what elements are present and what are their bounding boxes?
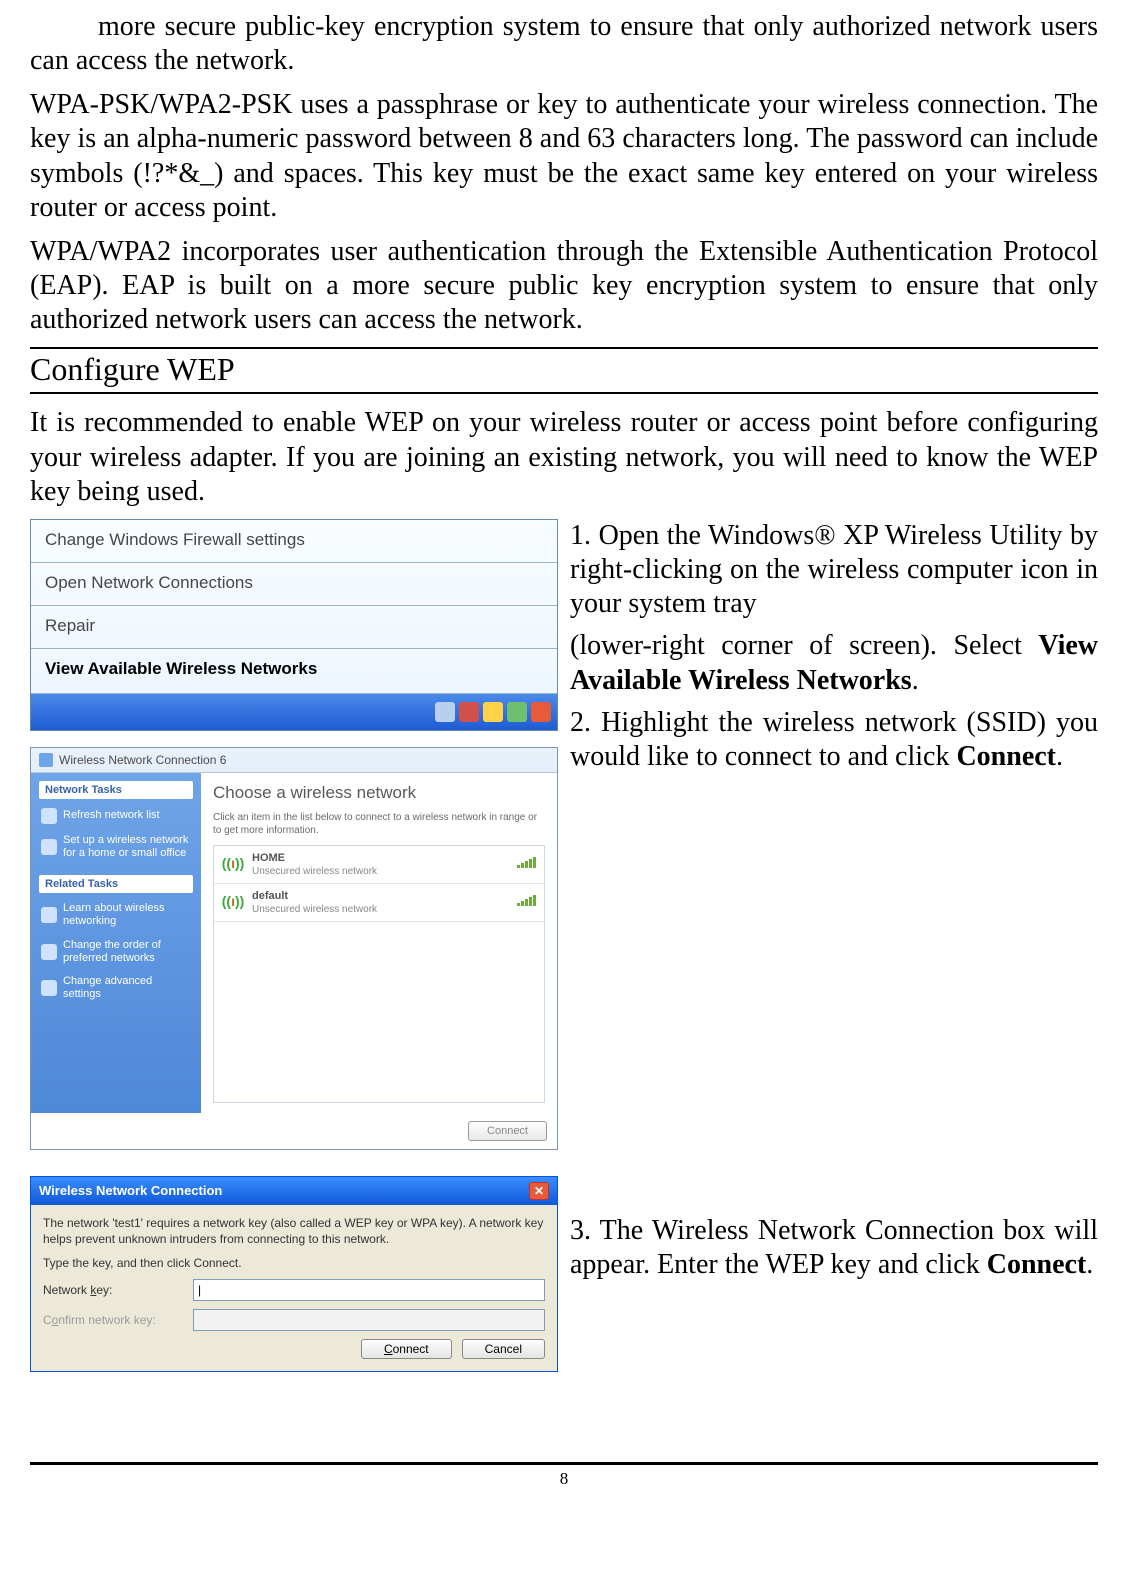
dialog-footer: Connect <box>31 1113 557 1149</box>
intro-paragraph: It is recommended to enable WEP on your … <box>30 406 1098 508</box>
menu-item[interactable]: Open Network Connections <box>31 563 557 606</box>
paragraph-1: more secure public-key encryption system… <box>30 10 1098 78</box>
field-label: Network key: <box>43 1283 193 1297</box>
sidebar-heading: Related Tasks <box>39 875 193 893</box>
panel-subtext: Click an item in the list below to conne… <box>213 811 545 837</box>
step-1a: 1. Open the Windows® XP Wireless Utility… <box>570 519 1098 621</box>
window-title-text: Wireless Network Connection 6 <box>59 753 226 767</box>
network-key-input[interactable] <box>193 1279 545 1301</box>
step-2: 2. Highlight the wireless network (SSID)… <box>570 706 1098 774</box>
network-desc: Unsecured wireless network <box>252 866 509 877</box>
dialog-message: The network 'test1' requires a network k… <box>43 1215 545 1247</box>
panel-heading: Choose a wireless network <box>213 783 545 803</box>
tray-icon[interactable] <box>507 702 527 722</box>
sidebar-link[interactable]: Refresh network list <box>39 803 193 829</box>
sidebar-heading: Network Tasks <box>39 781 193 799</box>
sidebar-link[interactable]: Change advanced settings <box>39 970 193 1006</box>
settings-icon <box>41 980 57 996</box>
dialog-title: Wireless Network Connection <box>39 1183 222 1198</box>
network-list: ((ı)) HOME Unsecured wireless network <box>213 845 545 1103</box>
confirm-key-input <box>193 1309 545 1331</box>
taskbar <box>31 694 557 730</box>
steps-row: Change Windows Firewall settings Open Ne… <box>30 519 1098 1373</box>
network-name: HOME <box>252 852 509 864</box>
screenshot-context-menu: Change Windows Firewall settings Open Ne… <box>30 519 558 731</box>
order-icon <box>41 944 57 960</box>
sidebar-link[interactable]: Set up a wireless network for a home or … <box>39 829 193 865</box>
screenshot-wep-dialog: Wireless Network Connection ✕ The networ… <box>30 1176 558 1373</box>
dialog-message: Type the key, and then click Connect. <box>43 1255 545 1271</box>
sidebar-link[interactable]: Change the order of preferred networks <box>39 934 193 970</box>
network-name: default <box>252 890 509 902</box>
close-icon[interactable]: ✕ <box>529 1182 549 1200</box>
section-heading: Configure WEP <box>30 347 1098 394</box>
signal-icon <box>517 854 536 868</box>
page-number: 8 <box>560 1469 569 1488</box>
main-panel: Choose a wireless network Click an item … <box>201 773 557 1113</box>
wireless-icon <box>39 753 53 767</box>
connect-button[interactable]: Connect <box>361 1339 452 1359</box>
menu-item[interactable]: Repair <box>31 606 557 649</box>
antenna-icon: ((ı)) <box>222 852 244 874</box>
screenshot-choose-network: Wireless Network Connection 6 Network Ta… <box>30 747 558 1150</box>
network-item[interactable]: ((ı)) HOME Unsecured wireless network <box>214 846 544 884</box>
refresh-icon <box>41 808 57 824</box>
menu-item-selected[interactable]: View Available Wireless Networks <box>31 649 557 694</box>
window-title: Wireless Network Connection 6 <box>31 748 557 773</box>
antenna-icon: ((ı)) <box>222 890 244 912</box>
network-desc: Unsecured wireless network <box>252 904 509 915</box>
paragraph-3: WPA/WPA2 incorporates user authenticatio… <box>30 235 1098 337</box>
tray-icon[interactable] <box>531 702 551 722</box>
tray-icon[interactable] <box>459 702 479 722</box>
page-content: more secure public-key encryption system… <box>30 10 1098 1489</box>
signal-icon <box>517 892 536 906</box>
connect-button[interactable]: Connect <box>468 1121 547 1141</box>
sidebar-link[interactable]: Learn about wireless networking <box>39 897 193 933</box>
sidebar: Network Tasks Refresh network list Set u… <box>31 773 201 1113</box>
dialog-titlebar: Wireless Network Connection ✕ <box>31 1177 557 1205</box>
tray-icon[interactable] <box>483 702 503 722</box>
info-icon <box>41 907 57 923</box>
network-item[interactable]: ((ı)) default Unsecured wireless network <box>214 884 544 922</box>
page-footer: 8 <box>30 1462 1098 1489</box>
cancel-button[interactable]: Cancel <box>462 1339 545 1359</box>
field-label-disabled: Confirm network key: <box>43 1313 193 1327</box>
left-column: Change Windows Firewall settings Open Ne… <box>30 519 558 1373</box>
step-1b: (lower-right corner of screen). Select V… <box>570 629 1098 697</box>
right-column: 1. Open the Windows® XP Wireless Utility… <box>570 519 1098 1373</box>
setup-icon <box>41 839 57 855</box>
menu-item[interactable]: Change Windows Firewall settings <box>31 520 557 563</box>
paragraph-2: WPA-PSK/WPA2-PSK uses a passphrase or ke… <box>30 88 1098 225</box>
step-3: 3. The Wireless Network Connection box w… <box>570 1214 1098 1282</box>
tray-icon[interactable] <box>435 702 455 722</box>
